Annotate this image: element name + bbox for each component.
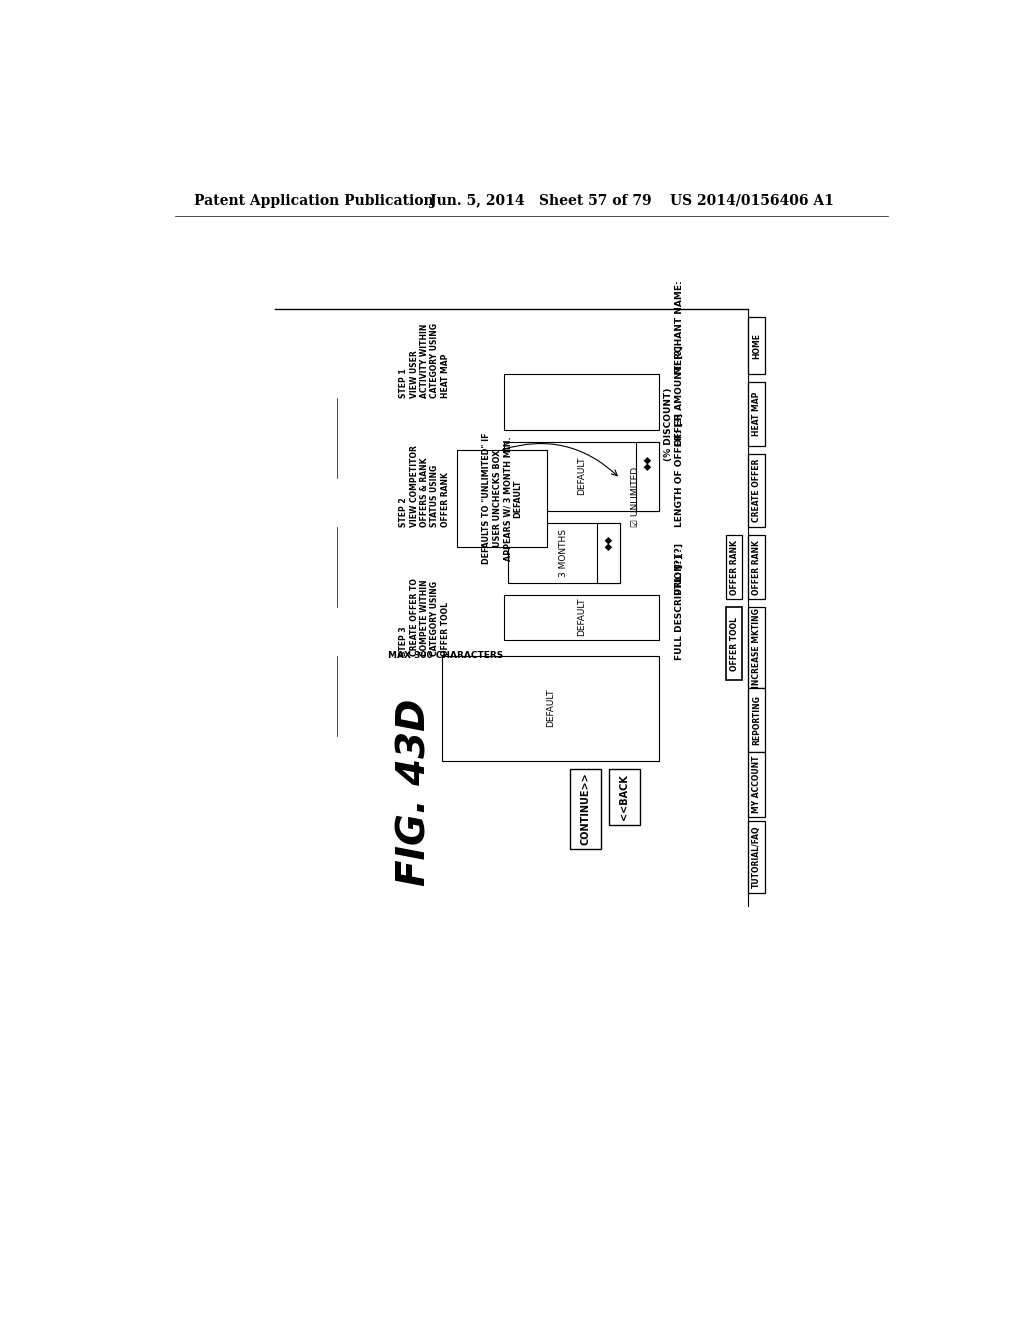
Text: OFFER RANK: OFFER RANK [752,540,761,594]
Text: INCREASE MKTING: INCREASE MKTING [752,607,761,688]
Polygon shape [504,374,658,430]
Polygon shape [636,442,658,511]
Polygon shape [748,752,765,817]
Text: 3 MONTHS: 3 MONTHS [559,528,568,577]
Text: LENGTH OF OFFER: [?]: LENGTH OF OFFER: [?] [675,413,684,527]
Text: OFFER TOOL: OFFER TOOL [729,616,738,671]
Text: (% DISCOUNT): (% DISCOUNT) [665,387,674,461]
Text: OFFER RANK: OFFER RANK [729,540,738,594]
Text: STEP 2
VIEW COMPETITOR
OFFERS & RANK
STATUS USING
OFFER RANK: STEP 2 VIEW COMPETITOR OFFERS & RANK STA… [399,445,450,527]
Text: FIG. 43D: FIG. 43D [395,700,434,887]
Polygon shape [569,768,601,849]
Polygon shape [726,535,741,599]
Text: Patent Application Publication: Patent Application Publication [194,194,433,207]
Text: STEP 1
VIEW USER
ACTIVITY WITHIN
CATEGORY USING
HEAT MAP: STEP 1 VIEW USER ACTIVITY WITHIN CATEGOR… [399,323,450,397]
Text: MAX 300 CHARACTERS: MAX 300 CHARACTERS [388,651,504,660]
Polygon shape [597,523,621,583]
Text: <<BACK: <<BACK [618,774,629,820]
Text: FULL DESCRIPTION: [?]: FULL DESCRIPTION: [?] [675,543,684,660]
Text: HOME: HOME [752,333,761,359]
Polygon shape [748,821,765,894]
Text: ◆◆: ◆◆ [603,536,613,550]
Polygon shape [504,442,658,511]
Text: REPORTING: REPORTING [752,696,761,746]
Text: US 2014/0156406 A1: US 2014/0156406 A1 [671,194,835,207]
Polygon shape [442,656,658,760]
Polygon shape [748,381,765,446]
Polygon shape [748,535,765,599]
Text: STEP 3
CREATE OFFER TO
COMPETE WITHIN
CATEGORY USING
OFFER TOOL: STEP 3 CREATE OFFER TO COMPETE WITHIN CA… [399,578,450,656]
Text: DEFAULT: DEFAULT [577,457,586,495]
Text: DEFAULT: DEFAULT [577,598,586,636]
Polygon shape [726,607,741,680]
Text: URL: [?]: URL: [?] [675,556,684,595]
Text: CONTINUE>>: CONTINUE>> [581,772,590,845]
Polygon shape [748,317,765,374]
Text: OFFER AMOUNT: [?]: OFFER AMOUNT: [?] [675,346,684,446]
Text: CREATE OFFER: CREATE OFFER [752,459,761,523]
Text: TUTORIAL/FAQ: TUTORIAL/FAQ [752,826,761,888]
Text: Sheet 57 of 79: Sheet 57 of 79 [539,194,651,207]
Text: ☑ UNLIMITED: ☑ UNLIMITED [631,467,640,527]
Text: DEFAULTS TO "UNLIMITED" IF
USER UNCHECKS BOX
APPEARS W/ 3 MONTH MIN.
DEFAULT: DEFAULTS TO "UNLIMITED" IF USER UNCHECKS… [482,433,522,565]
Text: ◆◆: ◆◆ [642,455,652,470]
Text: MERCHANT NAME:: MERCHANT NAME: [675,280,684,374]
Polygon shape [748,607,765,688]
Polygon shape [608,768,640,825]
Polygon shape [504,595,658,640]
Polygon shape [458,450,547,546]
Text: Jun. 5, 2014: Jun. 5, 2014 [430,194,525,207]
Polygon shape [748,454,765,527]
Text: MY ACCOUNT: MY ACCOUNT [752,756,761,813]
Polygon shape [748,688,765,752]
Text: DEFAULT: DEFAULT [546,689,555,727]
Polygon shape [508,523,621,583]
Text: HEAT MAP: HEAT MAP [752,392,761,436]
